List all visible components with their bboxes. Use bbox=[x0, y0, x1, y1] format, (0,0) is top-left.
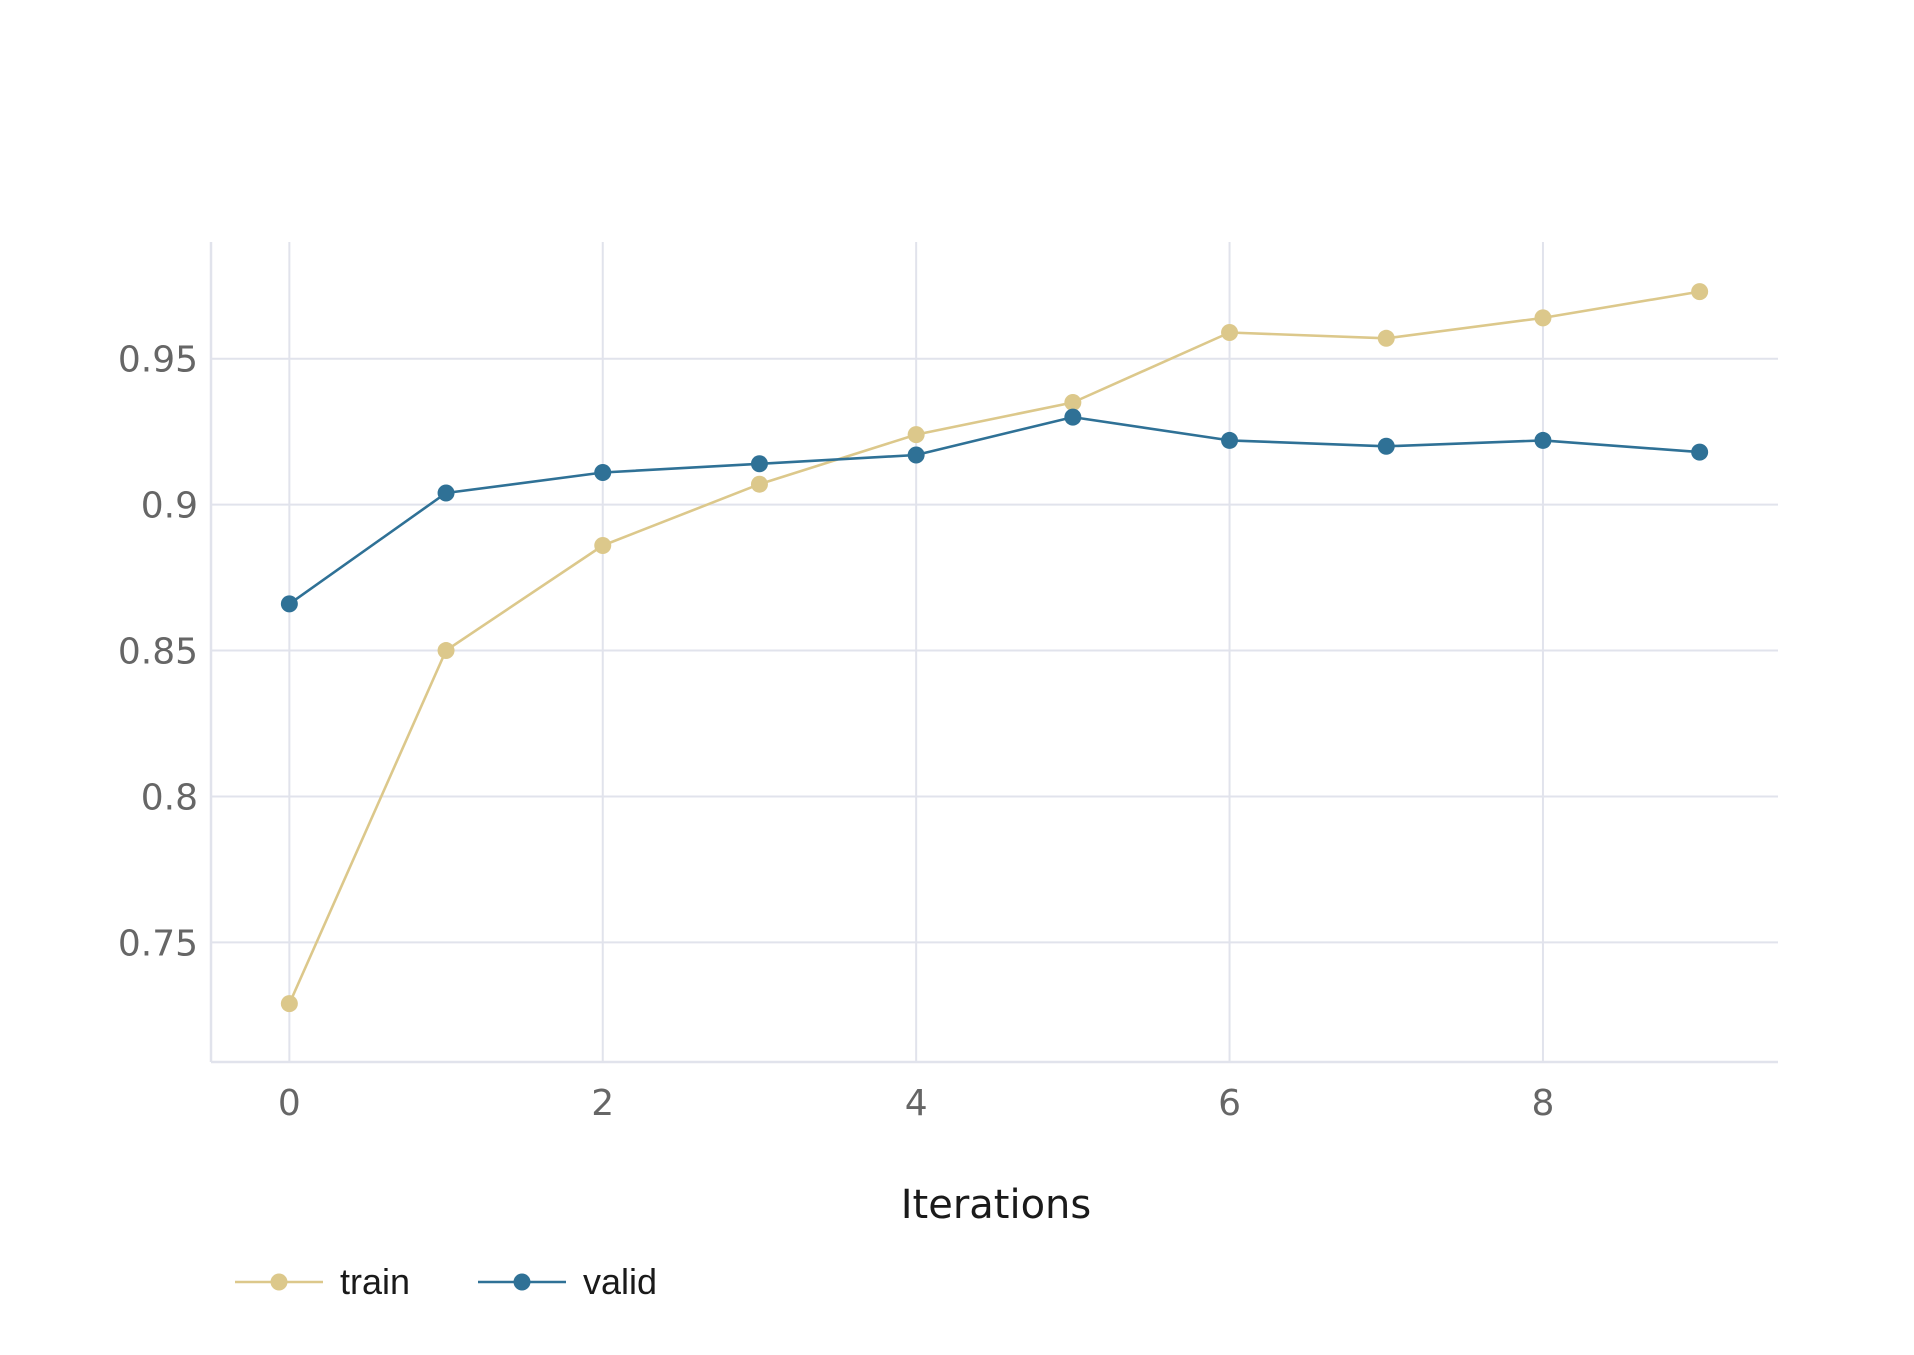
data-point-valid bbox=[1691, 443, 1709, 461]
series-valid bbox=[280, 408, 1709, 613]
data-point-train bbox=[1691, 283, 1709, 301]
legend: train valid bbox=[235, 1261, 657, 1302]
data-point-train bbox=[594, 536, 612, 554]
y-tick-label: 0.75 bbox=[118, 923, 198, 964]
grid-layer bbox=[211, 242, 1778, 1062]
series-layer bbox=[280, 283, 1709, 1013]
legend-marker-swatch bbox=[513, 1273, 531, 1291]
y-tick-label: 0.9 bbox=[141, 486, 198, 527]
x-tick-label: 4 bbox=[905, 1083, 928, 1124]
data-point-valid bbox=[907, 446, 925, 464]
axes-layer bbox=[209, 242, 1778, 1064]
legend-label: train bbox=[340, 1261, 410, 1302]
series-line-valid bbox=[288, 415, 1700, 605]
y-tick-label: 0.95 bbox=[118, 340, 198, 381]
data-point-train bbox=[1064, 393, 1082, 411]
data-point-train bbox=[1221, 323, 1239, 341]
data-point-train bbox=[750, 475, 768, 493]
x-axis-title: Iterations bbox=[901, 1182, 1092, 1228]
series-train bbox=[280, 283, 1709, 1013]
x-tick-label: 8 bbox=[1531, 1083, 1554, 1124]
x-tick-label: 0 bbox=[278, 1083, 301, 1124]
y-tick-label: 0.8 bbox=[141, 777, 198, 818]
data-point-train bbox=[437, 642, 455, 660]
data-point-valid bbox=[280, 595, 298, 613]
data-point-valid bbox=[1534, 431, 1552, 449]
data-point-valid bbox=[1064, 408, 1082, 426]
legend-item-valid[interactable]: valid bbox=[478, 1261, 657, 1302]
ticks-layer: 0 2 4 6 8 0.75 0.8 0.85 0.9 0.95 bbox=[118, 340, 1555, 1124]
x-tick-label: 2 bbox=[591, 1083, 614, 1124]
legend-label: valid bbox=[583, 1261, 657, 1302]
data-point-valid bbox=[594, 464, 612, 482]
data-point-train bbox=[1534, 309, 1552, 327]
data-point-train bbox=[907, 426, 925, 444]
data-point-train bbox=[1377, 329, 1395, 347]
data-point-train bbox=[280, 995, 298, 1013]
series-line-train bbox=[288, 290, 1700, 1005]
legend-marker-swatch bbox=[270, 1273, 288, 1291]
data-point-valid bbox=[437, 484, 455, 502]
data-point-valid bbox=[1377, 437, 1395, 455]
data-point-valid bbox=[750, 455, 768, 473]
data-point-valid bbox=[1221, 431, 1239, 449]
legend-item-train[interactable]: train bbox=[235, 1261, 410, 1302]
y-tick-label: 0.85 bbox=[118, 632, 198, 673]
x-tick-label: 6 bbox=[1218, 1083, 1241, 1124]
